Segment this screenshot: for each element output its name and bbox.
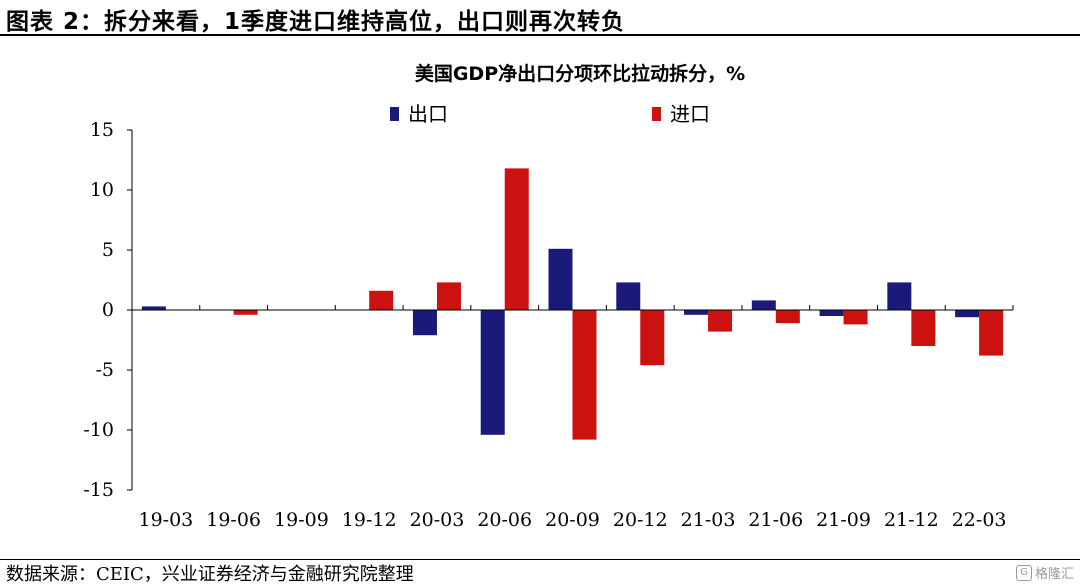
watermark-text: 格隆汇: [1034, 567, 1074, 582]
x-tick-label: 21-09: [816, 509, 871, 531]
import-bar-21-09: [843, 310, 868, 325]
watermark: G 格隆汇: [1015, 563, 1074, 582]
import-bar-21-06: [775, 310, 800, 324]
legend: 出口 进口: [390, 102, 710, 126]
axes-group: 15 10 5 0 -5 -10 -15 19-03 19-06 19-09 19-12 20-03 2…: [83, 119, 1014, 531]
import-bar-20-09: [572, 310, 597, 440]
export-bar-20-03: [412, 310, 437, 336]
import-bar-22-03: [979, 310, 1004, 356]
y-tick-label: -15: [83, 479, 114, 501]
export-bar-21-12: [887, 282, 912, 310]
export-bar-21-06: [751, 300, 776, 310]
legend-label-export: 出口: [408, 102, 448, 126]
x-tick-label: 21-03: [681, 509, 736, 531]
source-note: 数据来源：CEIC，兴业证券经济与金融研究院整理: [6, 564, 414, 585]
x-tick-label: 21-06: [748, 509, 803, 531]
legend-label-import: 进口: [670, 102, 710, 126]
y-tick-label: 15: [90, 119, 114, 141]
legend-swatch-export: [390, 107, 399, 121]
y-tick-label: 10: [90, 179, 114, 201]
title-rule: [0, 34, 1080, 36]
bars-group: [141, 168, 1004, 440]
y-tick-label: 5: [102, 239, 114, 261]
export-bar-19-03: [141, 306, 166, 310]
import-bar-20-03: [436, 282, 461, 310]
x-tick-label: 22-03: [952, 509, 1007, 531]
export-bar-22-03: [955, 310, 980, 318]
x-tick-label: 20-03: [410, 509, 465, 531]
x-tick-label: 19-12: [342, 509, 397, 531]
import-bar-20-06: [504, 168, 529, 310]
x-tick-label: 19-06: [206, 509, 261, 531]
import-bar-19-12: [369, 290, 394, 310]
import-bar-19-06: [233, 310, 258, 315]
x-tick-label: 21-12: [884, 509, 939, 531]
import-bar-21-03: [708, 310, 733, 332]
chart-title: 美国GDP净出口分项环比拉动拆分，%: [415, 62, 745, 85]
y-tick-label: -10: [83, 419, 114, 441]
x-tick-label: 19-03: [138, 509, 193, 531]
export-bar-21-03: [684, 310, 709, 315]
x-tick-label: 20-12: [613, 509, 668, 531]
gelonghui-logo-icon: G: [1015, 564, 1032, 581]
x-tick-label: 19-09: [274, 509, 329, 531]
import-bar-20-12: [640, 310, 665, 366]
chart-svg: 美国GDP净出口分项环比拉动拆分，% 出口 进口 15 10 5 0 -5 -10 -15 19…: [83, 62, 1014, 531]
y-tick-label: -5: [95, 359, 114, 381]
x-tick-label: 20-06: [477, 509, 532, 531]
x-tick-label: 20-09: [545, 509, 600, 531]
source-rule: [0, 559, 1080, 560]
export-bar-20-06: [480, 310, 505, 435]
export-bar-20-09: [548, 248, 573, 310]
figure-title: 图表 2：拆分来看，1季度进口维持高位，出口则再次转负: [6, 9, 626, 35]
export-bar-20-12: [616, 282, 641, 310]
export-bar-21-09: [819, 310, 844, 316]
import-bar-21-12: [911, 310, 936, 346]
y-tick-label: 0: [102, 299, 114, 321]
legend-swatch-import: [652, 107, 661, 121]
